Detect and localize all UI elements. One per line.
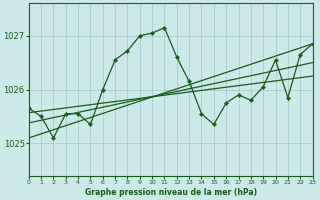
X-axis label: Graphe pression niveau de la mer (hPa): Graphe pression niveau de la mer (hPa) (84, 188, 257, 197)
